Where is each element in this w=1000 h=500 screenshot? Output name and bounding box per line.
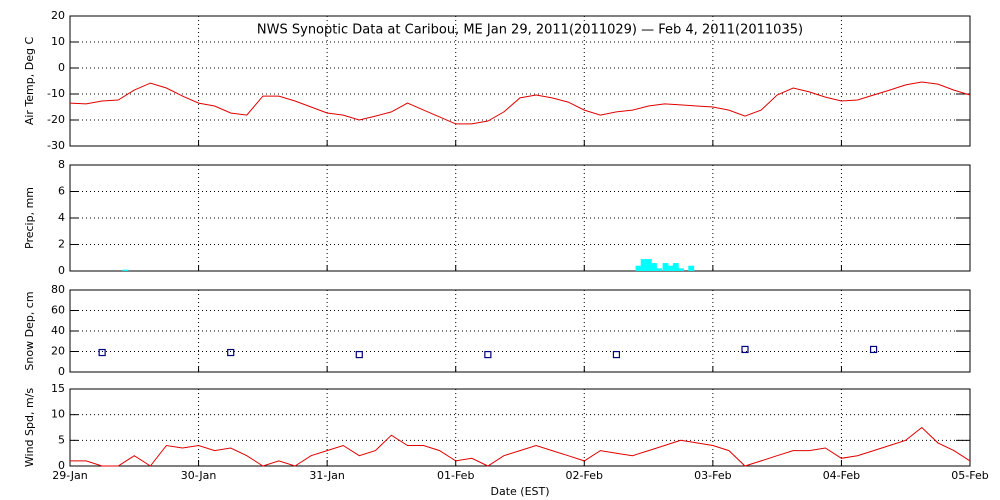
bar [640, 259, 647, 271]
y-tick-label: 15 [51, 382, 65, 395]
y-tick-label: 60 [51, 304, 65, 317]
data-line [69, 81, 971, 125]
bar [651, 263, 657, 271]
bar [662, 263, 669, 271]
y-tick-label: 0 [58, 264, 65, 277]
x-tick-label: 05-Feb [951, 469, 988, 482]
y-tick-label: 80 [51, 283, 65, 296]
x-tick-label: 30-Jan [181, 469, 217, 482]
y-tick-label: -20 [47, 113, 65, 126]
y-tick-label: 0 [58, 61, 65, 74]
y-tick-label: 0 [58, 459, 65, 472]
chart-title: NWS Synoptic Data at Caribou, ME Jan 29,… [257, 23, 803, 38]
data-line [70, 426, 971, 467]
bar [688, 265, 695, 271]
bar [635, 265, 642, 271]
y-tick-label: -10 [47, 87, 65, 100]
bar [672, 263, 679, 271]
x-tick-label: 04-Feb [823, 469, 860, 482]
y-axis-label: Precip, mm [23, 187, 36, 249]
plot-frame [69, 164, 971, 272]
point [869, 345, 878, 354]
plot-frame [69, 289, 971, 373]
y-tick-label: 4 [58, 211, 65, 224]
bar [667, 265, 674, 271]
y-tick-label: -30 [47, 139, 65, 152]
y-tick-label: 6 [58, 185, 65, 198]
point [484, 350, 492, 359]
point [98, 348, 106, 357]
bar [656, 268, 663, 271]
x-tick-label: 29-Jan [52, 469, 88, 482]
x-axis-label: Date (EST) [490, 485, 549, 498]
plot-frame [69, 388, 971, 467]
bar [645, 259, 652, 271]
point [227, 348, 235, 357]
y-tick-label: 10 [51, 408, 65, 421]
bar [678, 268, 684, 271]
y-tick-label: 8 [58, 158, 65, 171]
point [741, 345, 749, 354]
bar [122, 269, 129, 271]
y-tick-label: 10 [51, 35, 65, 48]
point [355, 350, 363, 359]
y-tick-label: 20 [51, 9, 65, 22]
x-tick-label: 02-Feb [566, 469, 603, 482]
y-tick-label: 20 [51, 345, 65, 358]
y-tick-label: 2 [58, 238, 65, 251]
y-tick-label: 5 [58, 433, 65, 446]
plot-frame [69, 15, 971, 147]
point [612, 350, 621, 359]
y-tick-label: 0 [58, 365, 65, 378]
x-tick-label: 03-Feb [694, 469, 731, 482]
y-axis-label: Wind Spd, m/s [23, 388, 36, 468]
x-tick-label: 31-Jan [309, 469, 345, 482]
y-axis-label: Snow Dep, cm [23, 291, 36, 370]
x-tick-label: 01-Feb [437, 469, 474, 482]
y-tick-label: 40 [51, 324, 65, 337]
y-axis-label: Air Temp, Deg C [23, 37, 36, 126]
